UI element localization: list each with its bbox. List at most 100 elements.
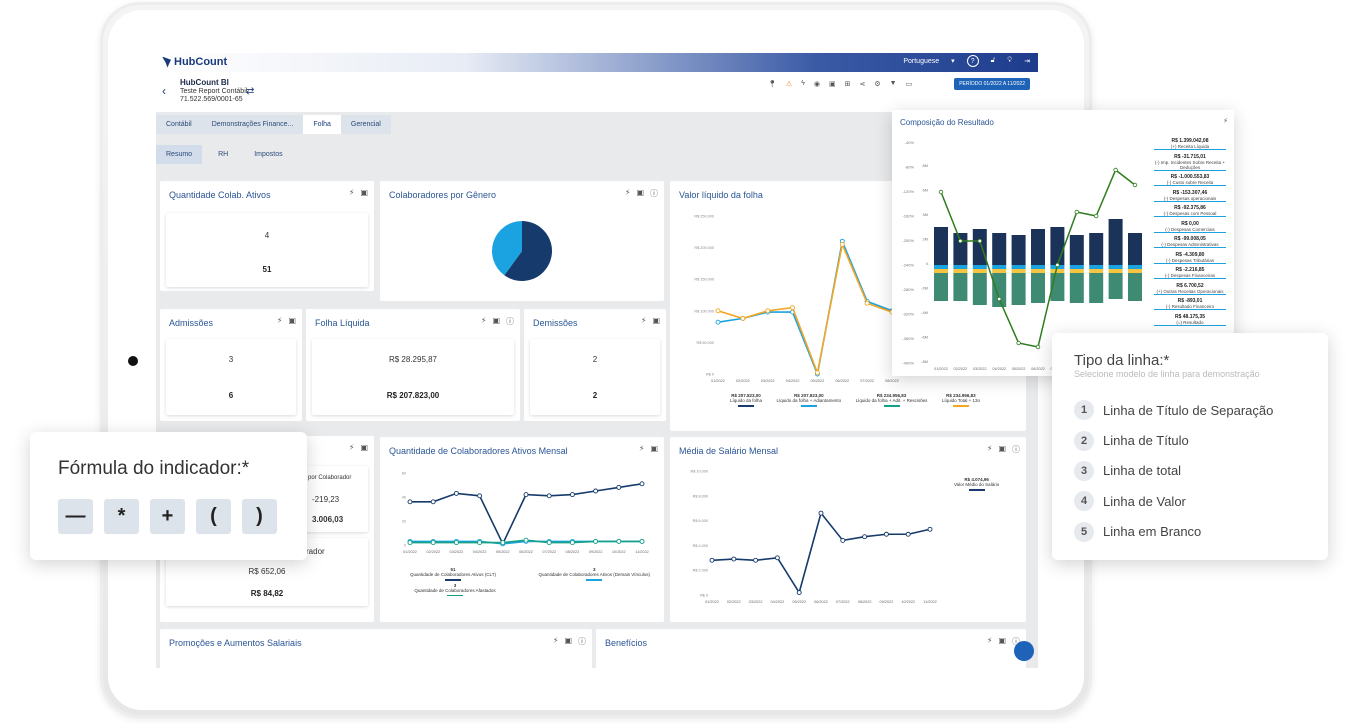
tab-rh[interactable]: RH: [218, 151, 229, 158]
eye-icon[interactable]: ◉: [813, 81, 820, 88]
pie-slice: [492, 221, 522, 276]
data-point: [1093, 213, 1099, 219]
folha-legend: R$ 207.823,00 Líquido da folha R$ 207.823…: [730, 393, 980, 409]
chart-icon[interactable]: ⚡︎: [348, 443, 355, 452]
bar-positive: [992, 233, 1007, 265]
x-tick-label: 07/2022: [542, 550, 556, 554]
language-select[interactable]: Portuguese: [903, 57, 940, 65]
data-point: [477, 493, 483, 499]
image-icon[interactable]: ▣: [650, 444, 658, 453]
y-tick-label: -320%: [902, 312, 914, 317]
kpi-value-total: 2: [592, 391, 598, 400]
image-icon[interactable]: ▣: [636, 188, 644, 197]
help-icon[interactable]: ?: [966, 55, 979, 67]
image-icon[interactable]: ▣: [360, 443, 368, 452]
pin-icon[interactable]: 📍︎: [768, 81, 777, 88]
bar-positive: [1108, 219, 1123, 265]
minus-button[interactable]: —: [58, 499, 93, 534]
data-point: [709, 557, 715, 563]
image-icon[interactable]: ▣: [564, 636, 572, 645]
filter-icon[interactable]: ▼: [889, 80, 897, 87]
ativos-line-chart: 60 40 20 0 01/2022 02/2022 03/2022 04/2022 05/20…: [402, 472, 649, 555]
image-icon[interactable]: ▣: [492, 316, 500, 325]
data-point: [430, 499, 436, 505]
bar-segment: [1069, 265, 1084, 269]
switch-company-icon[interactable]: ⇄: [246, 86, 255, 97]
chart-icon[interactable]: ⚡︎: [638, 444, 645, 453]
logout-icon[interactable]: ⇥: [1024, 58, 1030, 65]
help-icon[interactable]: ⓘ: [578, 637, 586, 646]
image-icon[interactable]: ▣: [288, 316, 296, 325]
card-genero: Colaboradores por Gênero ⚡︎ ▣ ⓘ: [380, 181, 664, 301]
tab-contabil[interactable]: Contábil: [156, 115, 202, 134]
option-valor[interactable]: 4 Linha de Valor: [1074, 486, 1273, 516]
tab-gerencial[interactable]: Gerencial: [340, 115, 391, 134]
logo[interactable]: HubCount: [162, 56, 227, 68]
help-icon[interactable]: ⓘ: [506, 317, 514, 326]
option-total[interactable]: 3 Linha de total: [1074, 456, 1273, 486]
tab-folha[interactable]: Folha: [303, 115, 341, 134]
card-title: Demissões: [533, 318, 578, 328]
y-tick-label: -280%: [902, 287, 914, 292]
x-tick-label: 04/2022: [771, 600, 785, 604]
option-titulo[interactable]: 2 Linha de Título: [1074, 425, 1273, 455]
bar-segment: [934, 269, 948, 273]
tab-resumo[interactable]: Resumo: [156, 145, 203, 164]
period-button[interactable]: PERÍODO 01/2022 A 11/2022: [954, 78, 1030, 90]
card-title: Média de Salário Mensal: [679, 446, 779, 456]
chart-icon[interactable]: ⚡︎: [640, 316, 647, 325]
lock-icon[interactable]: 🔓︎: [990, 57, 996, 64]
chart-icon[interactable]: ⚡︎: [986, 444, 993, 453]
lightbulb-icon[interactable]: 💡︎: [1007, 57, 1013, 64]
y-tick-label: R$ 2.000: [693, 569, 708, 573]
bar-segment: [934, 265, 948, 269]
tipo-linha-subtitle: Selecione modelo de linha para demonstra…: [1074, 369, 1260, 379]
tipo-linha-title: Tipo da linha:*: [1074, 352, 1170, 369]
option-branco[interactable]: 5 Linha em Branco: [1074, 517, 1273, 547]
x-tick-label: 04/2022: [992, 367, 1006, 371]
legend-item: R$ -2.216,85 (-) Despesas Financeiras: [1154, 267, 1226, 279]
comment-icon[interactable]: ▭: [905, 81, 913, 88]
close-paren-button[interactable]: ): [242, 499, 277, 534]
gear-icon[interactable]: ⚙: [874, 81, 881, 88]
chart-icon[interactable]: ⚡︎: [986, 636, 993, 645]
bar-segment: [1108, 269, 1123, 273]
image-icon[interactable]: ▣: [652, 316, 660, 325]
chart-icon[interactable]: ⚡︎: [624, 188, 631, 197]
option-titulo-separacao[interactable]: 1 Linha de Título de Separação: [1074, 395, 1273, 425]
bar-positive: [1069, 235, 1084, 265]
card-folha-liquida: Folha Líquida ⚡︎ ▣ ⓘ R$ 28.295,87 R$ 207.8…: [306, 309, 520, 421]
share-icon[interactable]: ⋖: [859, 81, 866, 88]
image-icon[interactable]: ▣: [829, 81, 836, 88]
chart-icon[interactable]: ⚡︎: [348, 188, 355, 197]
bar-negative: [1108, 273, 1123, 299]
image-icon[interactable]: ▣: [998, 636, 1006, 645]
chat-button[interactable]: [1014, 641, 1034, 661]
bar-segment: [953, 269, 968, 273]
legend-item: R$ -1.000.553,83 (-) Custo sobre Receita: [1154, 174, 1226, 186]
help-icon[interactable]: ⓘ: [650, 189, 658, 198]
chart-icon[interactable]: ⚡︎: [552, 636, 559, 645]
bolt-icon[interactable]: ϟ: [801, 80, 805, 87]
multiply-button[interactable]: *: [104, 499, 139, 534]
tab-impostos[interactable]: Impostos: [254, 151, 283, 158]
composicao-popup: Composição do Resultado ⚡︎ -40% -80% -120%…: [892, 110, 1234, 376]
add-icon[interactable]: ⊞: [844, 81, 851, 88]
help-icon[interactable]: ⓘ: [1012, 445, 1020, 454]
chart-icon[interactable]: ⚡︎: [480, 316, 487, 325]
folha-line-chart: R$ 250.000 R$ 200.000 R$ 150.000 R$ 100.000…: [694, 215, 899, 384]
chart-icon[interactable]: ⚡︎: [1223, 118, 1228, 125]
warning-icon[interactable]: ⚠: [785, 81, 793, 88]
plus-button[interactable]: +: [150, 499, 185, 534]
image-icon[interactable]: ▣: [360, 188, 368, 197]
back-arrow-icon[interactable]: ‹: [162, 84, 166, 98]
data-point: [593, 538, 599, 544]
bar-segment: [972, 265, 987, 269]
image-icon[interactable]: ▣: [998, 444, 1006, 453]
open-paren-button[interactable]: (: [196, 499, 231, 534]
chart-icon[interactable]: ⚡︎: [276, 316, 283, 325]
legend-item: R$ -92.375,86 (-) Despesas com Pessoal: [1154, 205, 1226, 217]
tab-demonstracoes[interactable]: Demonstrações Finance...: [201, 115, 304, 134]
help-icon[interactable]: ⓘ: [1012, 637, 1020, 646]
card-title: Valor líquido da folha: [679, 190, 763, 200]
